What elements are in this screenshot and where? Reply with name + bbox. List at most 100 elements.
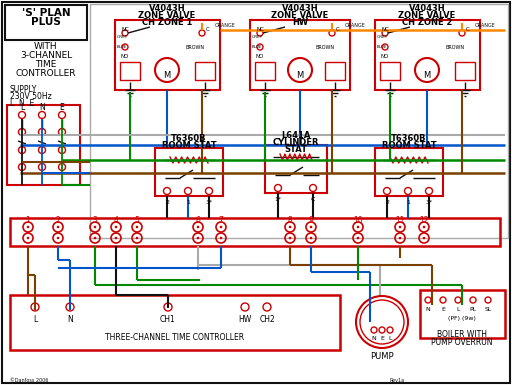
Bar — [5, 5, 87, 40]
Text: L: L — [20, 103, 24, 112]
Text: GREY: GREY — [377, 35, 388, 39]
Text: SL: SL — [484, 307, 492, 312]
Text: ©Danfoss 2006: ©Danfoss 2006 — [10, 378, 48, 383]
Text: PL: PL — [470, 307, 477, 312]
Text: BROWN: BROWN — [185, 45, 204, 50]
Circle shape — [310, 237, 312, 239]
Text: T6360B: T6360B — [391, 134, 426, 143]
Text: NO: NO — [121, 54, 129, 59]
Text: V4043H: V4043H — [282, 4, 318, 13]
Bar — [375, 20, 480, 90]
Text: 3-CHANNEL: 3-CHANNEL — [20, 51, 72, 60]
Bar — [420, 290, 505, 338]
Text: BROWN: BROWN — [315, 45, 334, 50]
Circle shape — [289, 226, 291, 228]
Text: HW: HW — [239, 315, 251, 324]
Circle shape — [94, 226, 96, 228]
Text: ORANGE: ORANGE — [345, 23, 366, 28]
Text: L641A: L641A — [281, 131, 311, 140]
Circle shape — [399, 226, 401, 228]
Circle shape — [399, 237, 401, 239]
Circle shape — [115, 237, 117, 239]
Text: PUMP OVERRUN: PUMP OVERRUN — [431, 338, 493, 347]
Circle shape — [289, 237, 291, 239]
Text: N: N — [39, 103, 45, 112]
Bar — [7, 105, 80, 185]
Text: T6360B: T6360B — [171, 134, 207, 143]
Circle shape — [310, 226, 312, 228]
Circle shape — [423, 237, 425, 239]
Text: CH1: CH1 — [160, 315, 176, 324]
Bar — [455, 62, 475, 80]
Text: C: C — [311, 197, 315, 202]
Text: BOILER WITH: BOILER WITH — [437, 330, 487, 339]
Circle shape — [357, 237, 359, 239]
Circle shape — [94, 237, 96, 239]
Text: 1: 1 — [26, 216, 30, 225]
Text: 7: 7 — [219, 216, 223, 225]
Circle shape — [197, 226, 199, 228]
Text: N: N — [372, 336, 376, 341]
Text: ORANGE: ORANGE — [215, 23, 236, 28]
Text: 1: 1 — [406, 200, 410, 205]
Text: 9: 9 — [309, 216, 313, 225]
Text: L: L — [388, 336, 392, 341]
Text: ZONE VALVE: ZONE VALVE — [398, 11, 456, 20]
Bar — [120, 62, 140, 80]
Text: PLUS: PLUS — [31, 17, 61, 27]
Text: 2: 2 — [56, 216, 60, 225]
Circle shape — [197, 237, 199, 239]
Text: ZONE VALVE: ZONE VALVE — [138, 11, 196, 20]
Text: 6: 6 — [196, 216, 200, 225]
Text: 230V 50Hz: 230V 50Hz — [10, 92, 52, 101]
Text: M: M — [163, 70, 170, 79]
Text: NO: NO — [381, 54, 389, 59]
Bar — [155, 148, 223, 196]
Bar — [10, 295, 340, 350]
Circle shape — [57, 226, 59, 228]
Text: BLUE: BLUE — [117, 45, 127, 49]
Text: Rev1a: Rev1a — [390, 378, 405, 383]
Bar — [90, 4, 508, 238]
Text: STAT: STAT — [285, 145, 308, 154]
Text: L: L — [33, 315, 37, 324]
Text: HW: HW — [292, 18, 308, 27]
Text: TIME: TIME — [35, 60, 57, 69]
Text: BLUE: BLUE — [252, 45, 263, 49]
Text: CONTROLLER: CONTROLLER — [16, 69, 76, 78]
Circle shape — [27, 237, 29, 239]
Bar — [325, 62, 345, 80]
Bar — [10, 218, 500, 246]
Text: NO: NO — [256, 54, 264, 59]
Text: E: E — [380, 336, 384, 341]
Text: N: N — [67, 315, 73, 324]
Text: THREE-CHANNEL TIME CONTROLLER: THREE-CHANNEL TIME CONTROLLER — [105, 333, 245, 342]
Bar — [195, 62, 215, 80]
Circle shape — [136, 226, 138, 228]
Text: V4043H: V4043H — [409, 4, 445, 13]
Circle shape — [136, 237, 138, 239]
Text: CH2: CH2 — [259, 315, 275, 324]
Text: 1: 1 — [186, 200, 190, 205]
Text: ORANGE: ORANGE — [475, 23, 496, 28]
Text: 3*: 3* — [425, 200, 433, 205]
Bar — [255, 62, 275, 80]
Text: ROOM STAT: ROOM STAT — [381, 141, 436, 150]
Text: 10: 10 — [353, 216, 363, 225]
Text: M: M — [423, 70, 431, 79]
Bar — [375, 148, 443, 196]
Text: BLUE: BLUE — [377, 45, 388, 49]
Text: CYLINDER: CYLINDER — [273, 138, 319, 147]
Text: E: E — [441, 307, 445, 312]
Bar — [250, 20, 350, 90]
Text: NC: NC — [121, 27, 129, 32]
Text: 8: 8 — [288, 216, 292, 225]
Circle shape — [115, 226, 117, 228]
Text: 12: 12 — [419, 216, 429, 225]
Text: 1*: 1* — [274, 197, 282, 202]
Bar — [265, 145, 327, 193]
Text: 5: 5 — [135, 216, 139, 225]
Text: 2: 2 — [385, 200, 389, 205]
Text: 3: 3 — [93, 216, 97, 225]
Text: L: L — [456, 307, 460, 312]
